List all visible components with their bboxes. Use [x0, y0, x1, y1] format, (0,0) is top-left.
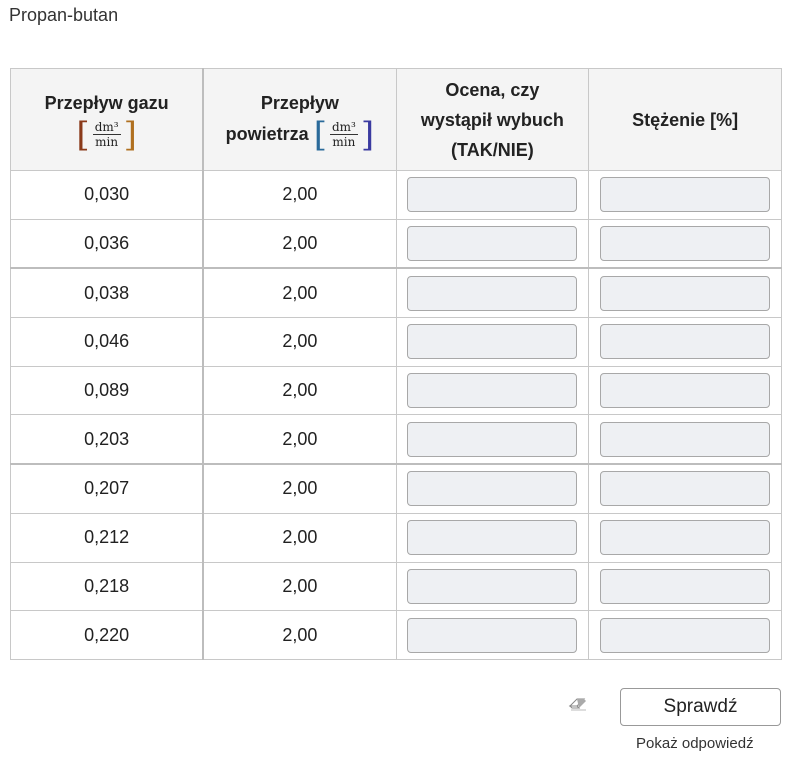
assessment-input[interactable] — [407, 373, 578, 409]
assessment-cell — [395, 267, 590, 319]
assessment-cell — [395, 512, 590, 563]
table-row: 0,030 2,00 — [10, 170, 782, 220]
header-label: Przepływ gazu — [44, 92, 169, 113]
header-concentration: Stężenie [%] — [588, 68, 782, 171]
air-flow-cell: 2,00 — [202, 512, 397, 563]
show-answer-link[interactable]: Pokaż odpowiedź — [636, 735, 754, 752]
concentration-input[interactable] — [600, 324, 771, 360]
assessment-cell — [395, 170, 590, 220]
unit-fraction: [dm³ min] — [76, 114, 137, 155]
header-assessment: Ocena, czy wystąpił wybuch (TAK/NIE) — [395, 68, 590, 171]
assessment-cell — [395, 317, 590, 367]
concentration-input[interactable] — [600, 471, 771, 507]
table-row: 0,038 2,00 — [10, 267, 782, 319]
gas-flow-cell: 0,212 — [10, 512, 205, 563]
table-row: 0,089 2,00 — [10, 365, 782, 416]
data-table: Przepływ gazu [dm³ min] Przepływ powietrza… — [10, 68, 782, 660]
air-flow-cell: 2,00 — [202, 463, 397, 514]
gas-flow-cell: 0,207 — [10, 463, 205, 514]
gas-flow-cell: 0,036 — [10, 218, 205, 269]
concentration-input[interactable] — [600, 373, 771, 409]
concentration-input[interactable] — [600, 177, 771, 213]
concentration-input[interactable] — [600, 226, 771, 262]
concentration-cell — [588, 218, 782, 269]
gas-flow-cell: 0,038 — [10, 267, 205, 319]
concentration-cell — [588, 414, 782, 465]
table-row: 0,220 2,00 — [10, 610, 782, 660]
assessment-input[interactable] — [407, 421, 578, 457]
concentration-input[interactable] — [600, 568, 771, 604]
table-row: 0,218 2,00 — [10, 561, 782, 612]
concentration-cell — [588, 317, 782, 367]
gas-flow-cell: 0,030 — [10, 170, 205, 220]
air-flow-cell: 2,00 — [202, 561, 397, 612]
concentration-cell — [588, 512, 782, 563]
gas-flow-cell: 0,218 — [10, 561, 205, 612]
section-title: Propan-butan — [9, 5, 119, 25]
header-label: Przepływ — [260, 92, 339, 113]
air-flow-cell: 2,00 — [202, 610, 397, 660]
gas-flow-cell: 0,220 — [10, 610, 205, 660]
concentration-input[interactable] — [600, 275, 771, 311]
unit-denominator: min — [332, 135, 356, 149]
assessment-cell — [395, 610, 590, 660]
assessment-input[interactable] — [407, 471, 578, 507]
concentration-input[interactable] — [600, 520, 771, 556]
header-label: (TAK/NIE) — [451, 139, 534, 160]
assessment-cell — [395, 414, 590, 465]
concentration-cell — [588, 610, 782, 660]
table-row: 0,207 2,00 — [10, 463, 782, 514]
assessment-input[interactable] — [407, 324, 578, 360]
concentration-cell — [588, 561, 782, 612]
air-flow-cell: 2,00 — [202, 170, 397, 220]
air-flow-cell: 2,00 — [202, 317, 397, 367]
assessment-cell — [395, 561, 590, 612]
gas-flow-cell: 0,203 — [10, 414, 205, 465]
assessment-input[interactable] — [407, 617, 578, 653]
assessment-input[interactable] — [407, 568, 578, 604]
concentration-input[interactable] — [600, 617, 771, 653]
gas-flow-cell: 0,089 — [10, 365, 205, 416]
concentration-cell — [588, 170, 782, 220]
assessment-input[interactable] — [407, 275, 578, 311]
header-air-flow: Przepływ powietrza [dm³ min] — [202, 68, 397, 171]
air-flow-cell: 2,00 — [202, 218, 397, 269]
unit-numerator: dm³ — [329, 120, 358, 135]
unit-denominator: min — [95, 135, 119, 149]
gas-flow-cell: 0,046 — [10, 317, 205, 367]
table-row: 0,036 2,00 — [10, 218, 782, 269]
table-row: 0,212 2,00 — [10, 512, 782, 563]
table-row: 0,203 2,00 — [10, 414, 782, 465]
table-row: 0,046 2,00 — [10, 317, 782, 367]
concentration-cell — [588, 365, 782, 416]
concentration-input[interactable] — [600, 421, 771, 457]
header-label: wystąpił wybuch — [420, 109, 564, 130]
assessment-cell — [395, 463, 590, 514]
assessment-input[interactable] — [407, 226, 578, 262]
check-button[interactable]: Sprawdź — [620, 688, 781, 726]
assessment-input[interactable] — [407, 520, 578, 556]
concentration-cell — [588, 463, 782, 514]
eraser-icon[interactable] — [568, 697, 588, 711]
assessment-input[interactable] — [407, 177, 578, 213]
unit-fraction: [dm³ min] — [313, 114, 375, 155]
assessment-cell — [395, 218, 590, 269]
header-label: powietrza — [225, 123, 309, 144]
header-label: Ocena, czy — [445, 79, 540, 100]
header-gas-flow: Przepływ gazu [dm³ min] — [10, 68, 205, 171]
air-flow-cell: 2,00 — [202, 414, 397, 465]
assessment-cell — [395, 365, 590, 416]
unit-numerator: dm³ — [92, 120, 121, 135]
concentration-cell — [588, 267, 782, 319]
air-flow-cell: 2,00 — [202, 267, 397, 319]
air-flow-cell: 2,00 — [202, 365, 397, 416]
